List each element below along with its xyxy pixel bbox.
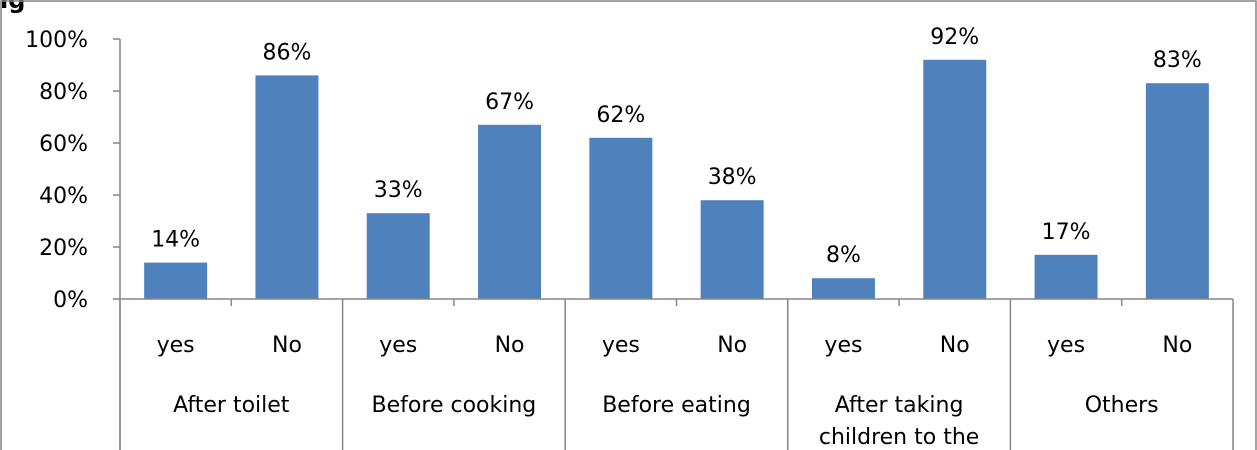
y-tick-label: 80%	[39, 80, 88, 105]
data-label: 62%	[596, 103, 645, 128]
bar	[923, 60, 986, 299]
bars	[144, 60, 1209, 299]
y-tick-label: 40%	[39, 184, 88, 209]
y-axis: 0% 20% 40% 60% 80% 100%	[25, 28, 120, 450]
x-category-label: yes	[602, 333, 640, 358]
data-label: 8%	[826, 243, 861, 268]
bar	[701, 200, 764, 299]
x-group-label-line: After toilet	[173, 393, 290, 418]
bar	[1146, 83, 1209, 299]
x-group-label: After toilet	[173, 393, 290, 418]
x-group-label: Others	[1085, 393, 1159, 418]
x-group-label-line: Before cooking	[372, 393, 537, 418]
bar	[589, 138, 652, 299]
x-group-label-line: Others	[1085, 393, 1159, 418]
x-category-label: yes	[379, 333, 417, 358]
data-label: 86%	[262, 40, 311, 65]
x-category-label: yes	[1047, 333, 1085, 358]
y-tick-label: 20%	[39, 236, 88, 261]
data-label: 33%	[374, 178, 423, 203]
x-group-label: Before cooking	[372, 393, 537, 418]
data-label: 38%	[708, 165, 757, 190]
bar	[144, 263, 207, 299]
bar	[367, 213, 430, 299]
y-tick-label: 0%	[53, 288, 88, 313]
data-label: 67%	[485, 90, 534, 115]
x-group-label-line: Before eating	[602, 393, 751, 418]
x-category-label: No	[940, 333, 970, 358]
bar	[1035, 255, 1098, 299]
data-label: 92%	[930, 25, 979, 50]
x-group-label-line: children to the	[819, 425, 979, 450]
x-category-label: yes	[157, 333, 195, 358]
bar	[812, 278, 875, 299]
bar	[255, 75, 318, 299]
bar	[478, 125, 541, 299]
x-group-label: After taking children to the	[819, 393, 979, 450]
x-category-label: No	[717, 333, 747, 358]
data-label: 17%	[1042, 220, 1091, 245]
x-group-label: Before eating	[602, 393, 751, 418]
x-category-label: No	[272, 333, 302, 358]
x-group-label-line: After taking	[835, 393, 964, 418]
y-tick-label: 60%	[39, 132, 88, 157]
x-category-label: No	[495, 333, 525, 358]
x-category-label: yes	[824, 333, 862, 358]
data-label: 83%	[1153, 48, 1202, 73]
x-axis: yes No yes No yes No yes No yes No After toilet Bef…	[120, 299, 1233, 450]
y-tick-label: 100%	[25, 28, 88, 53]
data-label: 14%	[151, 228, 200, 253]
x-category-label: No	[1162, 333, 1192, 358]
